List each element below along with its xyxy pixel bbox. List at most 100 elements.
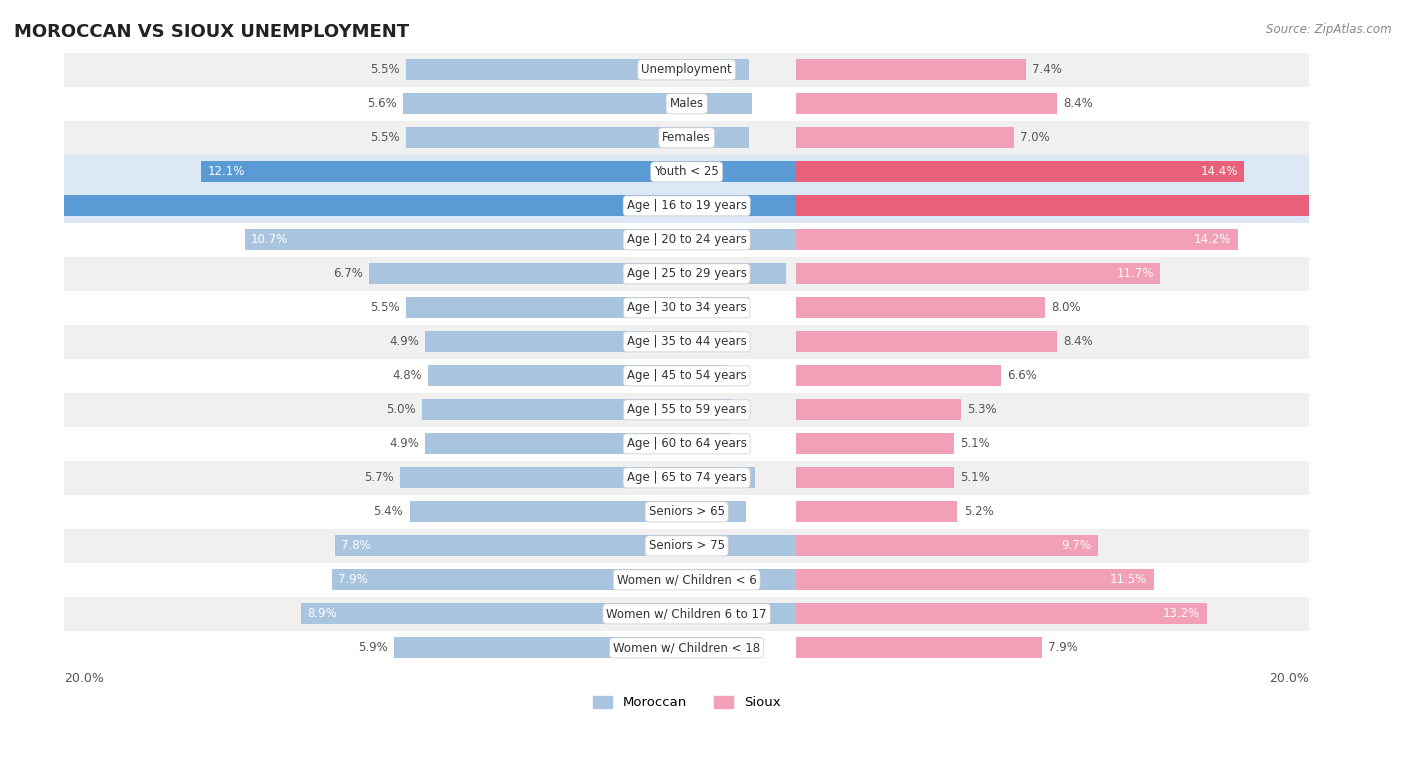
- Bar: [578, 59, 749, 80]
- Text: 8.0%: 8.0%: [1050, 301, 1081, 314]
- Bar: [394, 637, 578, 659]
- Bar: [578, 400, 734, 420]
- Text: 5.2%: 5.2%: [963, 506, 994, 519]
- Bar: [332, 569, 578, 590]
- Text: 5.5%: 5.5%: [371, 64, 401, 76]
- Text: Age | 30 to 34 years: Age | 30 to 34 years: [627, 301, 747, 314]
- Bar: [796, 400, 960, 420]
- Text: 20.0%: 20.0%: [1270, 671, 1309, 684]
- Bar: [578, 433, 730, 454]
- Bar: [65, 121, 1309, 155]
- Bar: [65, 393, 1309, 427]
- Text: 5.5%: 5.5%: [371, 301, 401, 314]
- Bar: [578, 263, 786, 285]
- Text: 5.3%: 5.3%: [967, 403, 997, 416]
- Bar: [406, 127, 578, 148]
- Text: 10.7%: 10.7%: [250, 233, 288, 246]
- Text: Seniors > 65: Seniors > 65: [648, 506, 724, 519]
- Bar: [578, 535, 821, 556]
- Bar: [65, 495, 1309, 529]
- Text: 4.8%: 4.8%: [392, 369, 422, 382]
- Text: 7.9%: 7.9%: [1047, 641, 1077, 654]
- Bar: [796, 161, 1244, 182]
- Bar: [429, 366, 578, 386]
- Bar: [65, 563, 1309, 597]
- Bar: [425, 332, 578, 353]
- Bar: [796, 127, 1014, 148]
- Bar: [406, 298, 578, 319]
- Text: 13.2%: 13.2%: [1163, 607, 1201, 621]
- Text: 12.1%: 12.1%: [207, 165, 245, 179]
- Bar: [796, 603, 1206, 625]
- Bar: [578, 501, 745, 522]
- Bar: [796, 467, 955, 488]
- Bar: [65, 427, 1309, 461]
- Bar: [404, 93, 578, 114]
- Text: 8.4%: 8.4%: [1063, 335, 1092, 348]
- Bar: [578, 161, 955, 182]
- Bar: [301, 603, 578, 625]
- Bar: [65, 359, 1309, 393]
- Text: Women w/ Children < 6: Women w/ Children < 6: [617, 573, 756, 587]
- Text: 7.8%: 7.8%: [342, 540, 371, 553]
- Text: 7.9%: 7.9%: [337, 573, 368, 587]
- Text: Age | 45 to 54 years: Age | 45 to 54 years: [627, 369, 747, 382]
- Bar: [578, 467, 755, 488]
- Bar: [796, 229, 1237, 251]
- Bar: [370, 263, 578, 285]
- Text: Age | 65 to 74 years: Age | 65 to 74 years: [627, 472, 747, 484]
- Text: 8.4%: 8.4%: [1063, 98, 1092, 111]
- Bar: [578, 229, 911, 251]
- Text: 5.6%: 5.6%: [367, 98, 396, 111]
- Text: 14.2%: 14.2%: [1194, 233, 1232, 246]
- Text: 14.4%: 14.4%: [1201, 165, 1237, 179]
- Bar: [796, 569, 1153, 590]
- Text: 5.0%: 5.0%: [387, 403, 416, 416]
- Text: 5.4%: 5.4%: [374, 506, 404, 519]
- Text: Age | 16 to 19 years: Age | 16 to 19 years: [627, 199, 747, 213]
- Bar: [422, 400, 578, 420]
- Text: Males: Males: [669, 98, 704, 111]
- Text: Youth < 25: Youth < 25: [654, 165, 718, 179]
- Bar: [65, 53, 1309, 87]
- Text: 6.7%: 6.7%: [333, 267, 363, 280]
- Text: Women w/ Children < 18: Women w/ Children < 18: [613, 641, 761, 654]
- Bar: [65, 223, 1309, 257]
- Text: 4.9%: 4.9%: [389, 438, 419, 450]
- Bar: [335, 535, 578, 556]
- Text: 20.0%: 20.0%: [65, 671, 104, 684]
- Bar: [796, 263, 1160, 285]
- Bar: [796, 59, 1026, 80]
- Bar: [65, 461, 1309, 495]
- Bar: [406, 59, 578, 80]
- Text: 6.6%: 6.6%: [1007, 369, 1038, 382]
- Bar: [65, 257, 1309, 291]
- Text: 5.1%: 5.1%: [960, 438, 990, 450]
- Text: Females: Females: [662, 132, 711, 145]
- Text: 5.5%: 5.5%: [371, 132, 401, 145]
- Text: 11.5%: 11.5%: [1111, 573, 1147, 587]
- Text: Seniors > 75: Seniors > 75: [648, 540, 724, 553]
- Bar: [65, 631, 1309, 665]
- Bar: [796, 195, 1406, 217]
- Text: MOROCCAN VS SIOUX UNEMPLOYMENT: MOROCCAN VS SIOUX UNEMPLOYMENT: [14, 23, 409, 41]
- Text: 11.7%: 11.7%: [1116, 267, 1153, 280]
- Text: 8.9%: 8.9%: [307, 607, 336, 621]
- Bar: [409, 501, 578, 522]
- Bar: [578, 195, 1153, 217]
- Bar: [401, 467, 578, 488]
- Bar: [201, 161, 578, 182]
- Text: Age | 25 to 29 years: Age | 25 to 29 years: [627, 267, 747, 280]
- Bar: [578, 637, 762, 659]
- Text: Age | 55 to 59 years: Age | 55 to 59 years: [627, 403, 747, 416]
- Bar: [578, 569, 824, 590]
- Text: Age | 35 to 44 years: Age | 35 to 44 years: [627, 335, 747, 348]
- Text: 19.7%: 19.7%: [1365, 199, 1403, 213]
- Bar: [796, 332, 1057, 353]
- Text: Source: ZipAtlas.com: Source: ZipAtlas.com: [1267, 23, 1392, 36]
- Text: Age | 20 to 24 years: Age | 20 to 24 years: [627, 233, 747, 246]
- Text: 9.7%: 9.7%: [1062, 540, 1091, 553]
- Text: 5.1%: 5.1%: [960, 472, 990, 484]
- Bar: [65, 597, 1309, 631]
- Bar: [578, 127, 749, 148]
